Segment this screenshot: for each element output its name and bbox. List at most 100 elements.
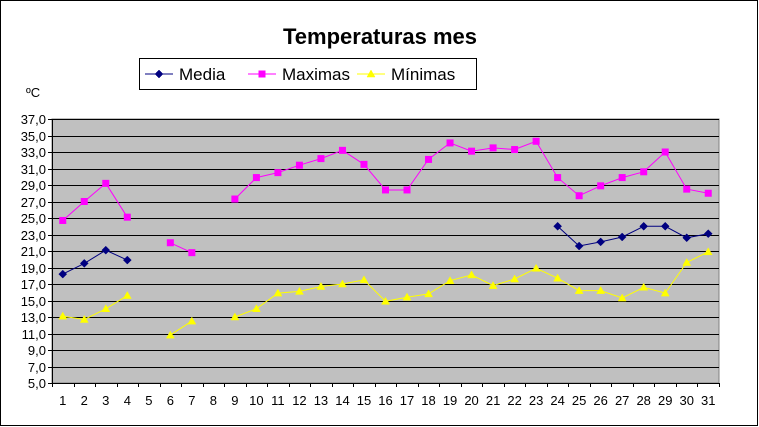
data-point-maximas [575,192,583,200]
x-tick-label: 2 [81,393,88,408]
x-tick-label: 22 [507,393,521,408]
data-point-media [617,232,627,242]
y-tick-label: 19,0 [21,261,46,276]
data-point-maximas [123,213,131,221]
data-point-media [660,221,670,231]
data-point-media [553,221,562,231]
data-point-maximas [425,155,433,163]
data-point-media [574,241,584,251]
x-tick-label: 11 [271,393,285,408]
series-line-media [62,249,128,275]
data-point-minimas [402,292,412,301]
legend-marker-maximas [258,70,266,78]
data-point-minimas [122,291,132,299]
y-tick-label: 35,0 [21,129,46,144]
series-line-maximas [62,182,128,221]
data-point-maximas [640,168,648,176]
data-point-maximas [252,174,260,182]
data-point-media [639,221,649,231]
x-tick-label: 24 [550,393,564,408]
data-point-maximas [188,249,196,257]
x-tick-label: 14 [335,393,349,408]
y-tick-label: 37,0 [21,112,46,127]
y-tick-label: 17,0 [21,277,46,292]
x-tick-label: 15 [357,393,371,408]
data-point-maximas [231,195,239,203]
data-point-minimas [488,281,498,289]
data-point-minimas [273,288,283,297]
data-point-minimas [381,296,390,305]
y-tick-label: 21,0 [21,244,46,259]
x-tick-label: 8 [210,393,217,408]
x-tick-label: 1 [59,393,66,408]
legend-marker-minimas [366,69,376,78]
data-point-maximas [468,147,476,155]
data-point-maximas [102,179,110,187]
data-point-maximas [597,182,605,190]
data-point-minimas [596,286,606,294]
data-point-minimas [101,304,111,312]
data-point-maximas [338,146,346,154]
x-tick-label: 9 [231,393,238,408]
data-point-minimas [445,276,455,284]
x-tick-label: 21 [486,393,500,408]
data-point-minimas [424,289,433,298]
data-point-minimas [467,270,476,279]
legend-marker-media [154,69,164,79]
y-tick-label: 7,0 [28,360,46,375]
legend-label-media: Media [179,65,226,84]
data-point-minimas [338,279,347,288]
y-tick-label: 25,0 [21,211,46,226]
legend-frame [139,58,477,90]
legend-label-maximas: Maximas [282,65,350,84]
data-point-maximas [683,185,691,193]
data-point-media [101,245,111,255]
data-point-maximas [554,174,562,182]
data-point-maximas [295,161,303,169]
y-tick-label: 11,0 [22,327,46,342]
data-point-minimas [359,275,369,284]
x-tick-label: 4 [124,393,131,408]
data-point-maximas [317,155,325,163]
data-point-minimas [639,282,649,291]
data-point-maximas [618,174,626,182]
y-tick-label: 29,0 [21,178,46,193]
data-point-maximas [511,146,519,154]
data-point-minimas [553,273,563,282]
data-point-minimas [58,311,68,320]
x-tick-label: 25 [572,393,586,408]
x-tick-label: 27 [615,393,629,408]
data-point-minimas [531,263,541,272]
data-point-minimas [230,312,240,321]
y-tick-label: 13,0 [21,310,46,325]
x-tick-label: 10 [249,393,263,408]
x-tick-label: 6 [167,393,174,408]
x-tick-label: 16 [378,393,392,408]
data-point-minimas [617,293,627,302]
x-tick-label: 23 [529,393,543,408]
data-point-maximas [80,198,88,205]
data-point-minimas [703,247,713,256]
data-point-minimas [682,258,692,266]
data-point-minimas [187,316,197,325]
series-line-maximas [170,242,193,254]
data-point-minimas [251,304,261,312]
x-tick-label: 30 [679,393,693,408]
x-tick-label: 7 [188,393,195,408]
data-point-maximas [59,216,67,224]
data-point-minimas [295,286,304,295]
x-tick-label: 13 [314,393,328,408]
data-point-media [122,255,132,265]
data-point-maximas [166,239,174,247]
data-point-minimas [660,288,670,297]
data-point-maximas [704,189,712,197]
data-point-minimas [574,286,584,294]
data-point-maximas [489,144,497,152]
legend: Media Maximas Mínimas [139,58,477,90]
y-tick-label: 9,0 [28,343,46,358]
x-tick-label: 31 [701,393,715,408]
data-point-media [79,259,89,268]
series-line-minimas [62,295,128,321]
